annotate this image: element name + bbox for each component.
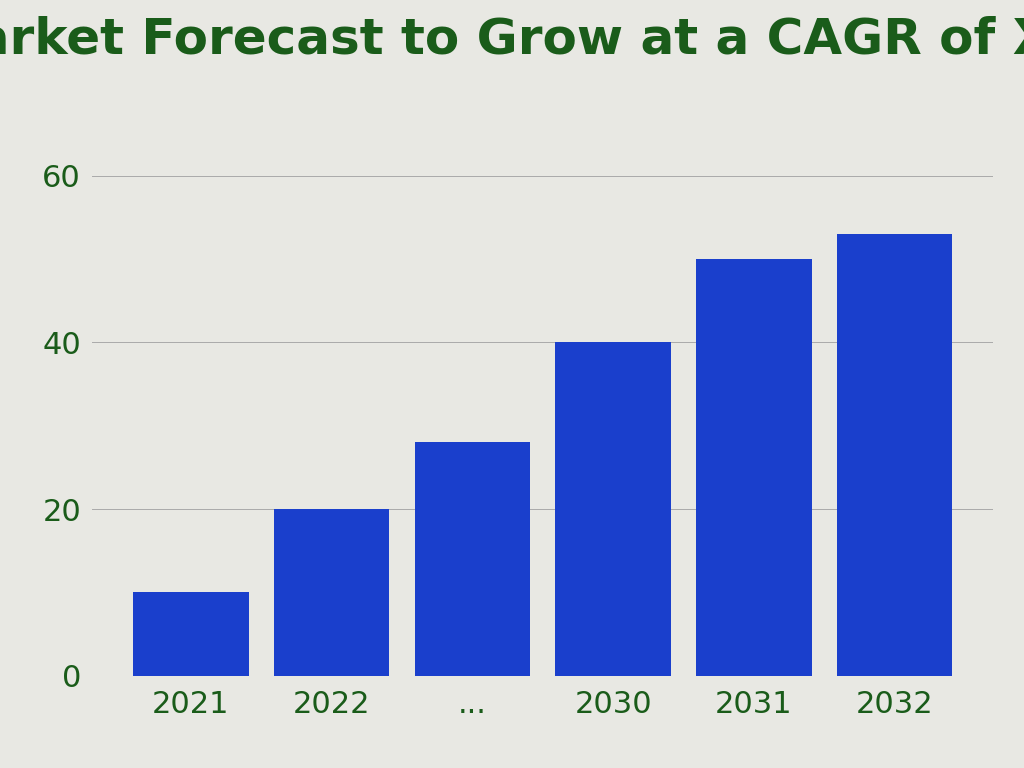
Bar — [415, 442, 530, 676]
Bar — [696, 259, 812, 676]
Bar — [837, 234, 952, 676]
Title: Market Forecast to Grow at a CAGR of X.X%: Market Forecast to Grow at a CAGR of X.X… — [0, 15, 1024, 63]
Bar — [555, 343, 671, 676]
Bar — [273, 509, 389, 676]
Bar — [133, 592, 249, 676]
